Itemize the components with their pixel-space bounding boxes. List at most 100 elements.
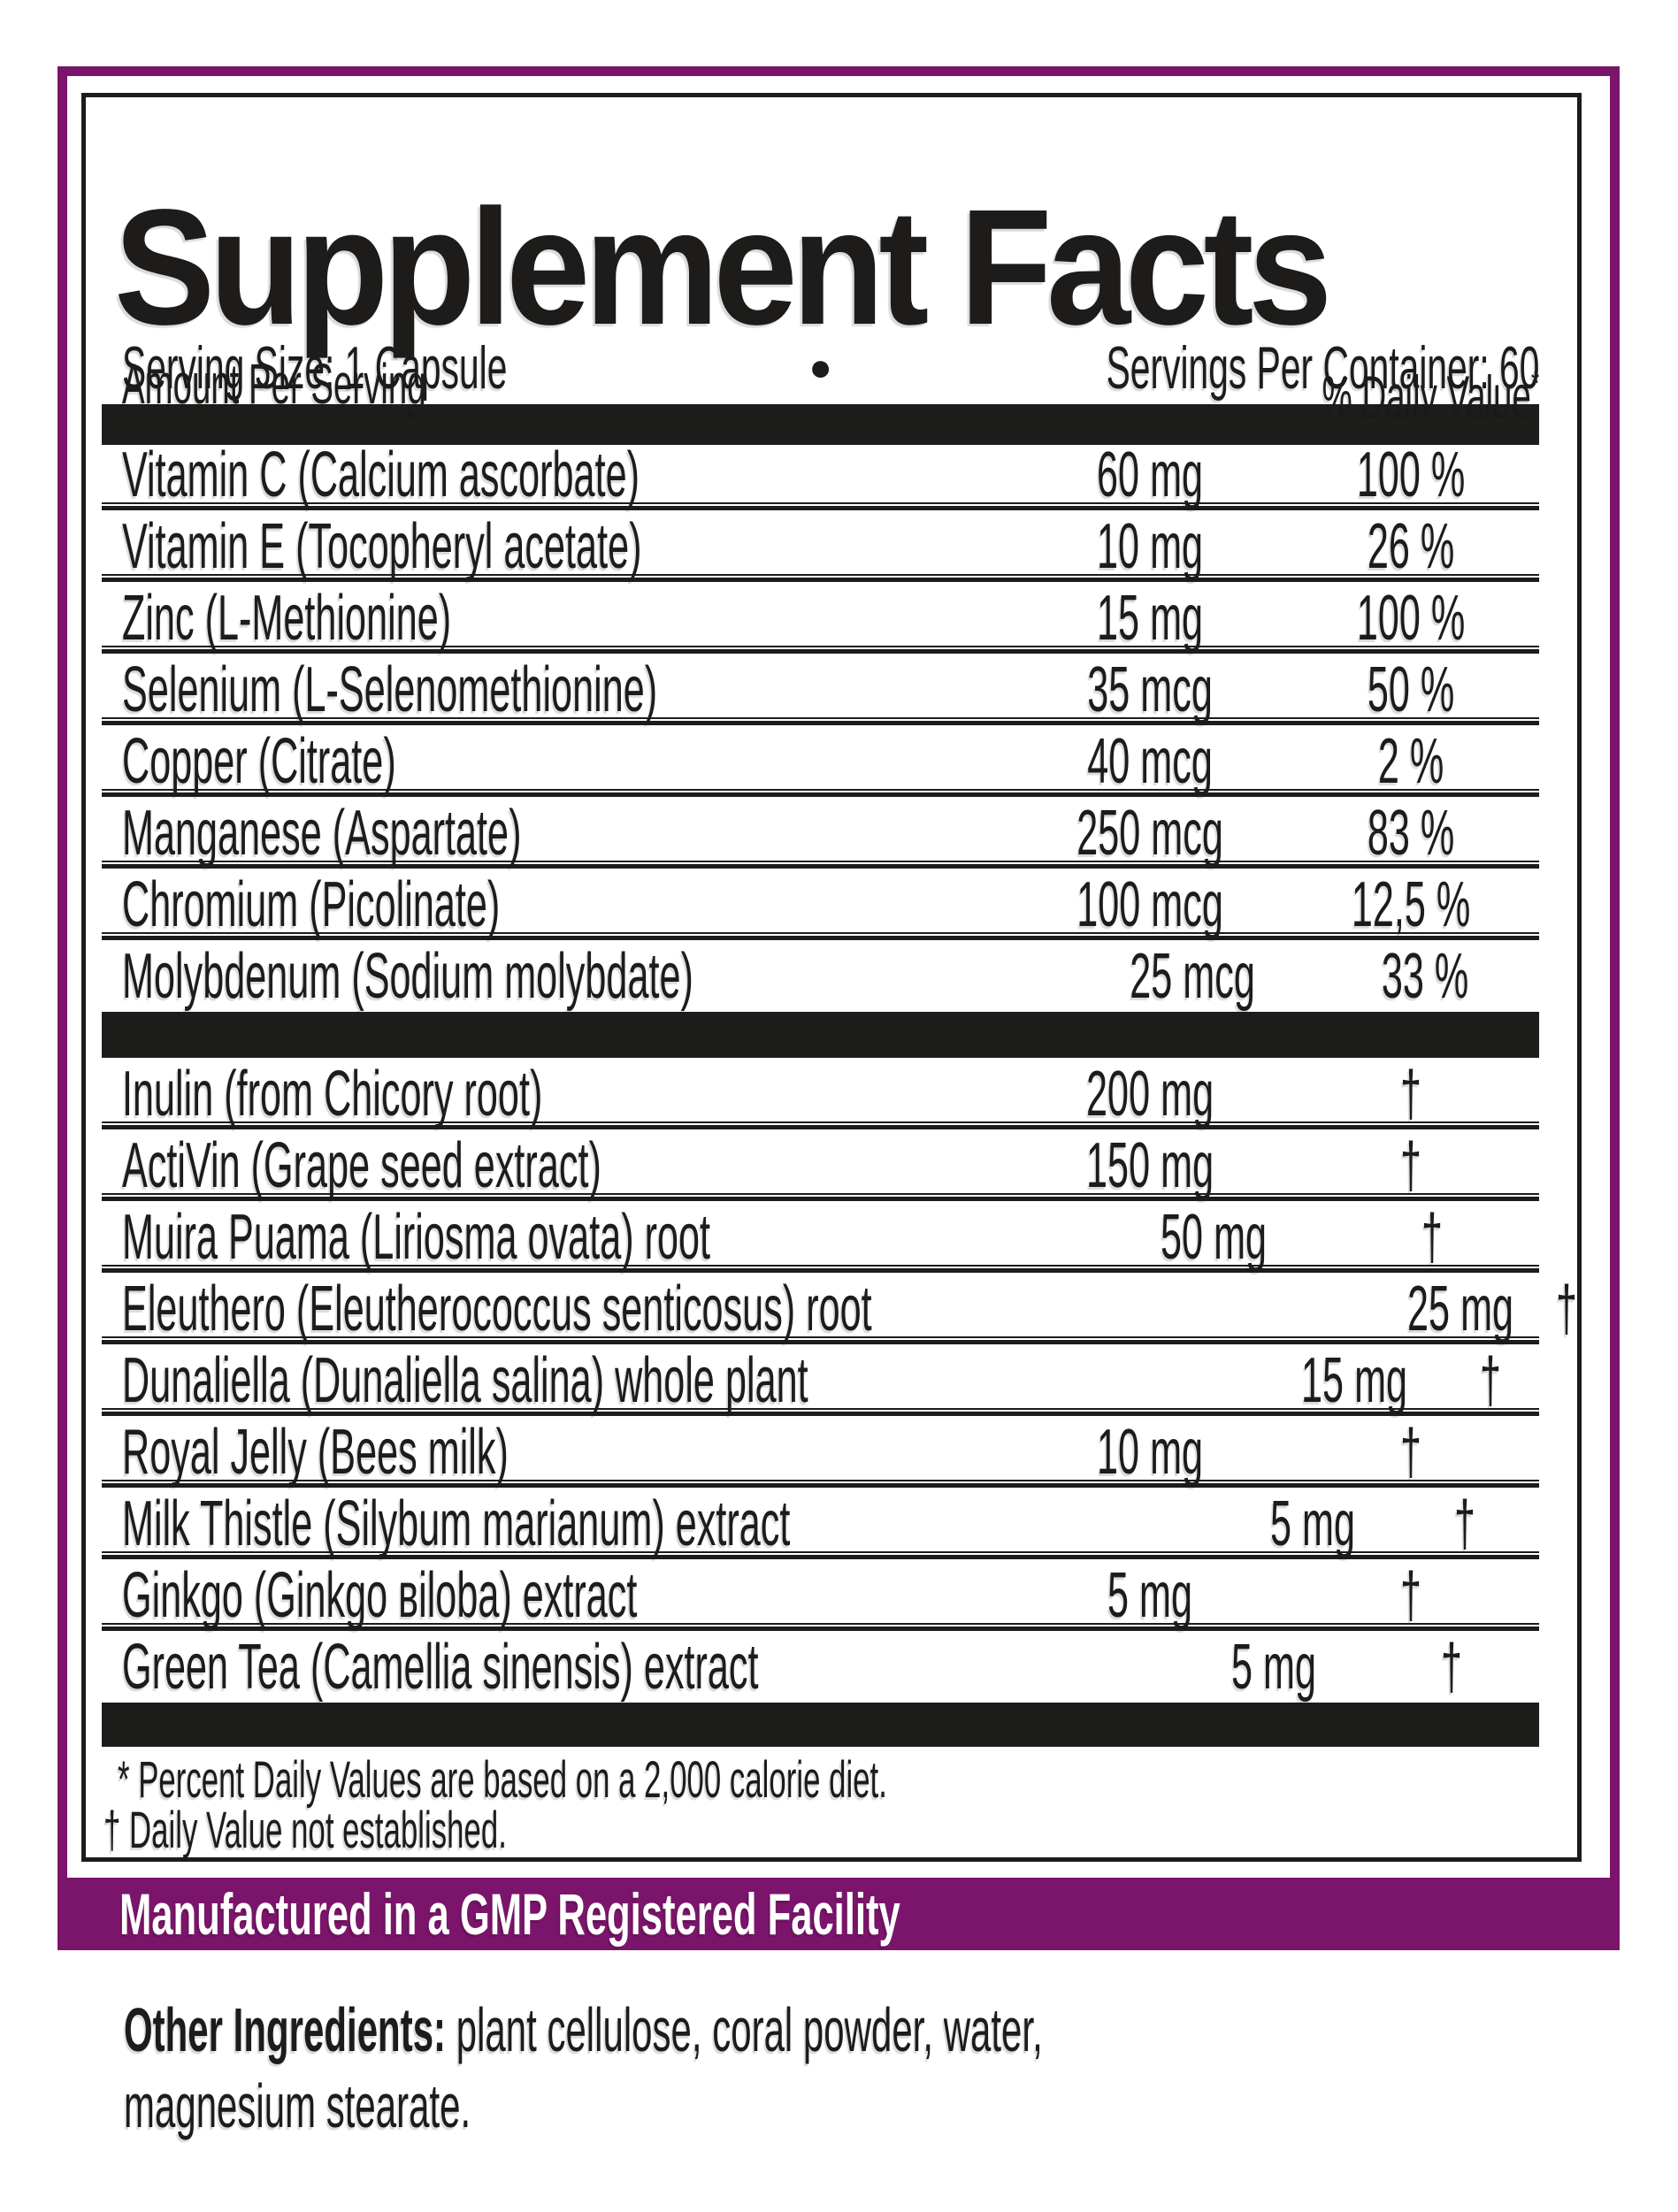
daily-value-cell: †	[1283, 1416, 1539, 1489]
ingredient-name: Zinc (L-Methionine)	[122, 582, 452, 654]
other-ingredients-line2: magnesium stearate.	[124, 2071, 471, 2140]
table-row: Royal Jelly (Bees milk) 10 mg †	[102, 1416, 1539, 1488]
table-row: Dunaliella (Dunaliella salina) whole pla…	[102, 1344, 1539, 1416]
amount-cell: 5 mg	[1017, 1559, 1283, 1632]
amount-cell: 100 mcg	[1017, 869, 1283, 941]
row-divider	[102, 574, 1539, 582]
row-divider	[102, 1121, 1539, 1129]
ingredient-name: Dunaliella (Dunaliella salina) whole pla…	[122, 1344, 808, 1416]
daily-value: †	[1453, 1488, 1475, 1559]
other-ingredients-line1: plant cellulose, coral powder, water,	[446, 1995, 1043, 2064]
amount-value: 15 mg	[1096, 582, 1204, 654]
daily-value-cell: 12,5 %	[1283, 869, 1539, 941]
amount-value: 50 mg	[1160, 1201, 1267, 1273]
amount-cell: 25 mg	[1372, 1273, 1549, 1345]
daily-value: 50 %	[1367, 654, 1455, 725]
footnotes: * Percent Daily Values are based on a 2,…	[102, 1755, 1539, 1856]
ingredient-name-cell: Dunaliella (Dunaliella salina) whole pla…	[102, 1344, 1266, 1417]
amount-value: 40 mcg	[1087, 725, 1213, 797]
amount-value: 150 mg	[1085, 1129, 1214, 1201]
row-divider	[102, 1408, 1539, 1416]
daily-value: †	[1399, 1129, 1422, 1201]
facts-content: Supplement Facts Serving Size: 1 Capsule…	[102, 97, 1577, 1857]
ingredient-name: Chromium (Picolinate)	[122, 869, 501, 940]
row-divider	[102, 1265, 1539, 1273]
gmp-banner-text: Manufactured in a GMP Registered Facilit…	[119, 1881, 900, 1947]
amount-value: 100 mcg	[1077, 869, 1223, 940]
section-bar-middle	[102, 1012, 1539, 1058]
ingredient-name-cell: Green Tea (Camellia sinensis) extract	[102, 1631, 1183, 1703]
footnote-percent-daily-value: * Percent Daily Values are based on a 2,…	[118, 1751, 887, 1809]
table-row: ActiVin (Grape seed extract) 150 mg †	[102, 1129, 1539, 1201]
daily-value-cell: 100 %	[1283, 439, 1539, 511]
ingredient-name: Muira Puama (Liriosma ovata) root	[122, 1201, 711, 1273]
ingredient-name-cell: Ginkgo (Ginkgo вiloba) extract	[102, 1559, 1017, 1632]
botanicals-table: Inulin (from Chicory root) 200 mg † ActiVin…	[102, 1058, 1577, 1703]
amount-cell: 10 mg	[1017, 1416, 1283, 1489]
daily-value-cell: †	[1443, 1344, 1539, 1417]
daily-value-cell: †	[1390, 1488, 1539, 1560]
table-row: Inulin (from Chicory root) 200 mg †	[102, 1058, 1539, 1129]
amount-cell: 10 mg	[1017, 510, 1283, 583]
ingredient-name: Ginkgo (Ginkgo вiloba) extract	[122, 1559, 638, 1631]
daily-value: 83 %	[1367, 797, 1455, 869]
ingredient-name-cell: Eleuthero (Eleutherococcus senticosus) r…	[102, 1273, 1372, 1345]
amount-cell: 150 mg	[1017, 1129, 1283, 1202]
ingredient-name-cell: Milk Thistle (Silybum marianum) extract	[102, 1488, 1236, 1560]
daily-value: 2 %	[1377, 725, 1444, 797]
nutrients-table: Vitamin C (Calcium ascorbate) 60 mg 100 % V…	[102, 439, 1539, 1012]
amount-value: 60 mg	[1096, 439, 1204, 510]
amount-cell: 15 mg	[1266, 1344, 1443, 1417]
table-row: Muira Puama (Liriosma ovata) root 50 mg †	[102, 1201, 1539, 1273]
amount-value: 250 mcg	[1077, 797, 1223, 869]
amount-cell: 50 mg	[1102, 1201, 1324, 1274]
supplement-facts-panel: Supplement Facts Serving Size: 1 Capsule…	[81, 93, 1582, 1862]
table-row: Selenium (L-Selenomethionine) 35 mcg 50 %	[102, 654, 1539, 725]
ingredient-name: Milk Thistle (Silybum marianum) extract	[122, 1488, 791, 1559]
daily-value: †	[1399, 1058, 1422, 1129]
ingredient-name-cell: Vitamin E (Tocopheryl acetate)	[102, 510, 1017, 583]
ingredient-name: Copper (Citrate)	[122, 725, 396, 797]
row-divider	[102, 1551, 1539, 1559]
ingredient-name-cell: Copper (Citrate)	[102, 725, 1017, 798]
ingredient-name: Inulin (from Chicory root)	[122, 1058, 543, 1129]
ingredient-name-cell: Muira Puama (Liriosma ovata) root	[102, 1201, 1102, 1274]
bullet-separator-icon: ●	[808, 346, 832, 389]
daily-value: †	[1399, 1416, 1422, 1488]
table-row: Chromium (Picolinate) 100 mcg 12,5 %	[102, 869, 1539, 940]
daily-value-cell: †	[1283, 1559, 1539, 1632]
other-ingredients-label: Other Ingredients:	[124, 1995, 447, 2064]
amount-cell: 5 mg	[1236, 1488, 1390, 1560]
other-ingredients-text: Other Ingredients: plant cellulose, cora…	[124, 1992, 1043, 2068]
ingredient-name-cell: Chromium (Picolinate)	[102, 869, 1017, 941]
table-row: Ginkgo (Ginkgo вiloba) extract 5 mg †	[102, 1559, 1539, 1631]
ingredient-name: Royal Jelly (Bees milk)	[122, 1416, 509, 1488]
amount-value: 25 mcg	[1130, 940, 1255, 1012]
daily-value: †	[1555, 1273, 1577, 1344]
row-divider	[102, 932, 1539, 940]
row-divider	[102, 1193, 1539, 1201]
daily-value-cell: 100 %	[1283, 582, 1539, 654]
daily-value-cell: †	[1283, 1129, 1539, 1202]
ingredient-name: Molybdenum (Sodium molybdate)	[122, 940, 693, 1012]
daily-value: 12,5 %	[1351, 869, 1471, 940]
daily-value-cell: †	[1549, 1273, 1584, 1345]
daily-value: 26 %	[1367, 510, 1455, 582]
amount-value: 5 mg	[1230, 1631, 1316, 1703]
amount-cell: 200 mg	[1017, 1058, 1283, 1130]
daily-value: 33 %	[1381, 940, 1469, 1012]
ingredient-name-cell: Selenium (L-Selenomethionine)	[102, 654, 1017, 726]
daily-value-cell: 2 %	[1283, 725, 1539, 798]
other-ingredients: Other Ingredients: plant cellulose, cora…	[124, 1992, 1451, 2144]
row-divider	[102, 646, 1539, 654]
table-row: Manganese (Aspartate) 250 mcg 83 %	[102, 797, 1539, 869]
amount-cell: 5 mg	[1183, 1631, 1364, 1703]
table-row: Copper (Citrate) 40 mcg 2 %	[102, 725, 1539, 797]
amount-value: 25 mg	[1406, 1273, 1513, 1344]
ingredient-name: Eleuthero (Eleutherococcus senticosus) r…	[122, 1273, 872, 1344]
table-header-row: Amount Per Serving % Daily Value*	[102, 350, 1539, 427]
amount-value: 35 mcg	[1087, 654, 1213, 725]
amount-cell: 40 mcg	[1017, 725, 1283, 798]
amount-cell: 60 mg	[1017, 439, 1283, 511]
daily-value: †	[1421, 1201, 1443, 1273]
